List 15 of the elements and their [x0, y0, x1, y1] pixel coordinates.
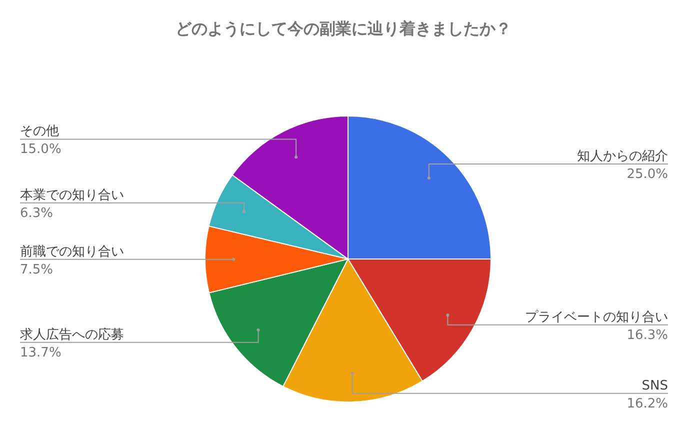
data-label: 16.3% — [626, 328, 668, 343]
slice-label: SNS — [642, 378, 668, 394]
data-label: 6.3% — [20, 206, 54, 221]
slice-label: その他 — [20, 124, 59, 140]
data-label: 13.7% — [20, 345, 62, 360]
data-label: 15.0% — [20, 142, 62, 158]
slice-label: 本業での知り合い — [20, 188, 124, 203]
data-label: 7.5% — [20, 262, 54, 278]
slice-label: 求人広告への応募 — [20, 326, 124, 342]
slice-label: 前職での知り合い — [20, 244, 124, 260]
slice-label: 知人からの紹介 — [577, 148, 668, 164]
slice-label: プライベートの知り合い — [525, 310, 668, 325]
data-label: 25.0% — [626, 166, 668, 182]
data-label: 16.2% — [626, 396, 668, 412]
chart-title: どのようにして今の副業に辿り着きましたか？ — [176, 19, 512, 38]
